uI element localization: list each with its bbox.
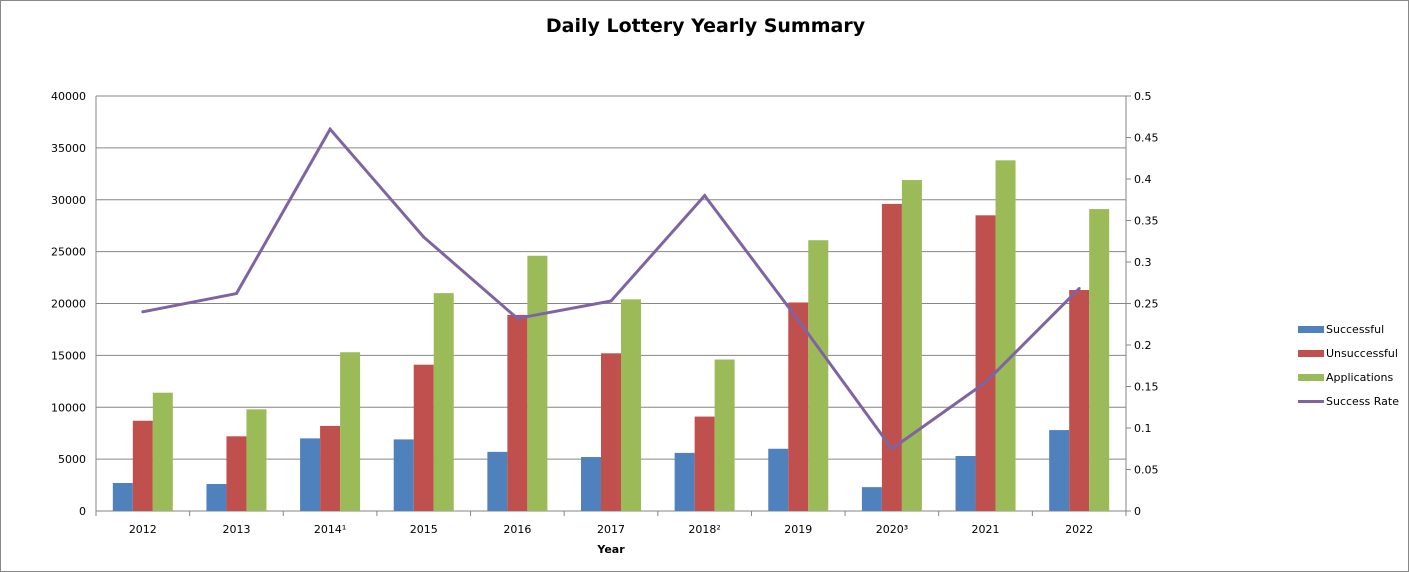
x-tick-label: 2016 (503, 523, 531, 536)
legend-label: Success Rate (1326, 394, 1399, 408)
legend-label: Applications (1326, 370, 1394, 384)
y2-tick-label: 0.05 (1134, 464, 1159, 477)
line-point (796, 318, 800, 322)
bar-applications (714, 359, 735, 511)
bar-successful (674, 452, 695, 511)
legend-swatch (1298, 325, 1324, 333)
y-tick-label: 20000 (51, 298, 86, 311)
bar-applications (621, 299, 641, 511)
x-tick-label: 2018² (688, 523, 720, 536)
x-tick-label: 2020³ (876, 523, 908, 536)
legend-label: Successful (1326, 322, 1385, 336)
x-tick-label: 2015 (410, 523, 438, 536)
line-point (703, 194, 707, 198)
y2-tick-label: 0.1 (1134, 422, 1152, 435)
bar-successful (206, 484, 227, 511)
y2-tick-label: 0.45 (1134, 132, 1159, 145)
line-point (890, 447, 894, 451)
line-point (984, 380, 988, 384)
y2-tick-label: 0.3 (1134, 256, 1152, 269)
y-tick-label: 35000 (51, 142, 86, 155)
y2-tick-label: 0.15 (1134, 381, 1159, 394)
bar-successful (112, 482, 133, 511)
bar-unsuccessful (132, 420, 153, 511)
bar-unsuccessful (975, 215, 996, 511)
x-tick-label: 2013 (222, 523, 250, 536)
legend-item: Applications (1298, 365, 1399, 389)
y2-tick-label: 0.4 (1134, 173, 1152, 186)
bar-successful (1049, 430, 1070, 511)
bar-applications (433, 293, 454, 511)
x-tick-label: 2019 (784, 523, 812, 536)
x-tick-label: 2017 (597, 523, 625, 536)
bar-applications (995, 160, 1016, 511)
y2-tick-label: 0.2 (1134, 339, 1152, 352)
line-point (1077, 287, 1081, 291)
bar-unsuccessful (320, 425, 341, 511)
bar-unsuccessful (694, 416, 715, 511)
legend-item: Successful (1298, 317, 1399, 341)
bar-unsuccessful (601, 353, 621, 511)
x-tick-label: 2014¹ (314, 523, 346, 536)
legend-swatch (1298, 349, 1324, 357)
bar-applications (901, 180, 922, 511)
bar-successful (487, 451, 508, 511)
line-point (515, 316, 519, 320)
bar-unsuccessful (507, 314, 528, 511)
y2-tick-label: 0.35 (1134, 215, 1159, 228)
x-tick-label: 2022 (1065, 523, 1093, 536)
y-tick-label: 15000 (51, 349, 86, 362)
bar-applications (246, 409, 267, 511)
y-tick-label: 25000 (51, 246, 86, 259)
y2-tick-label: 0 (1134, 505, 1141, 518)
chart-title: Daily Lottery Yearly Summary (545, 15, 866, 37)
line-point (609, 299, 613, 303)
y-tick-label: 40000 (51, 90, 86, 103)
bar-successful (581, 457, 601, 511)
bar-applications (527, 255, 548, 511)
bar-applications (340, 352, 361, 511)
x-axis-title: Year (596, 543, 625, 556)
line-point (328, 127, 332, 131)
bar-successful (768, 448, 789, 511)
bar-unsuccessful (413, 364, 434, 511)
y-tick-label: 0 (79, 505, 86, 518)
legend-item: Unsuccessful (1298, 341, 1399, 365)
bar-applications (152, 392, 173, 511)
bar-unsuccessful (881, 203, 902, 511)
y-tick-label: 10000 (51, 401, 86, 414)
bar-unsuccessful (1069, 290, 1090, 511)
bar-applications (1089, 209, 1110, 511)
legend-swatch (1298, 373, 1324, 381)
bar-successful (393, 439, 414, 511)
bar-unsuccessful (226, 436, 247, 511)
legend-item: Success Rate (1298, 389, 1399, 413)
y2-tick-label: 0.25 (1134, 298, 1159, 311)
y-tick-label: 30000 (51, 194, 86, 207)
y-tick-label: 5000 (58, 453, 86, 466)
y2-tick-label: 0.5 (1134, 90, 1152, 103)
x-tick-label: 2012 (129, 523, 157, 536)
bar-successful (861, 487, 882, 511)
legend: Successful Unsuccessful Applications Succes… (1298, 317, 1399, 413)
line-point (234, 292, 238, 296)
line-point (422, 235, 426, 239)
x-tick-label: 2021 (972, 523, 1000, 536)
line-point (141, 310, 145, 314)
bar-unsuccessful (788, 302, 809, 511)
bar-applications (808, 240, 829, 511)
legend-label: Unsuccessful (1326, 346, 1398, 360)
bar-successful (955, 456, 976, 511)
legend-swatch (1298, 399, 1324, 403)
bar-successful (300, 438, 321, 511)
